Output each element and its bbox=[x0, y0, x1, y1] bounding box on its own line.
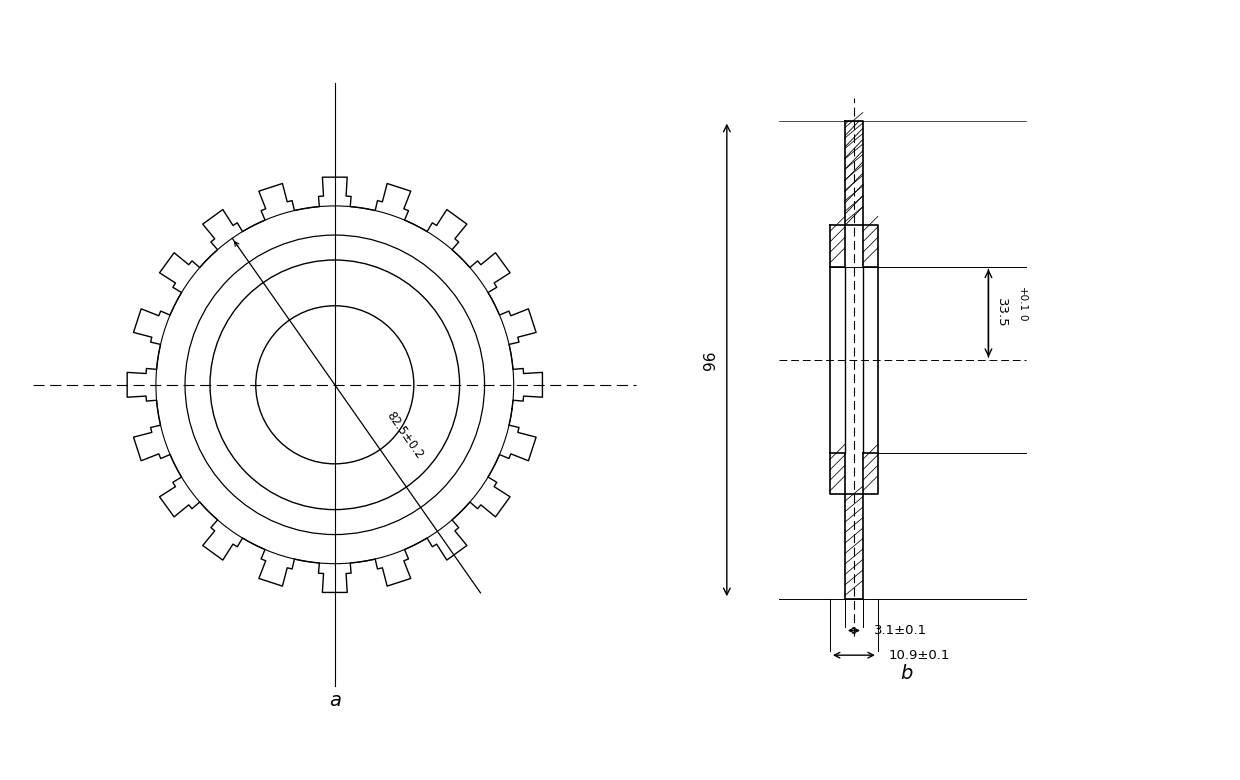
Text: 82.5±0.2: 82.5±0.2 bbox=[383, 409, 425, 461]
Text: +0.1: +0.1 bbox=[1017, 287, 1027, 312]
Text: 33.5: 33.5 bbox=[996, 299, 1008, 328]
Text: 0: 0 bbox=[1017, 314, 1027, 321]
Text: 3.1±0.1: 3.1±0.1 bbox=[874, 624, 928, 637]
Text: a: a bbox=[329, 691, 341, 711]
Text: 10.9±0.1: 10.9±0.1 bbox=[889, 649, 950, 661]
Text: 96: 96 bbox=[703, 350, 718, 370]
Text: b: b bbox=[900, 665, 913, 683]
